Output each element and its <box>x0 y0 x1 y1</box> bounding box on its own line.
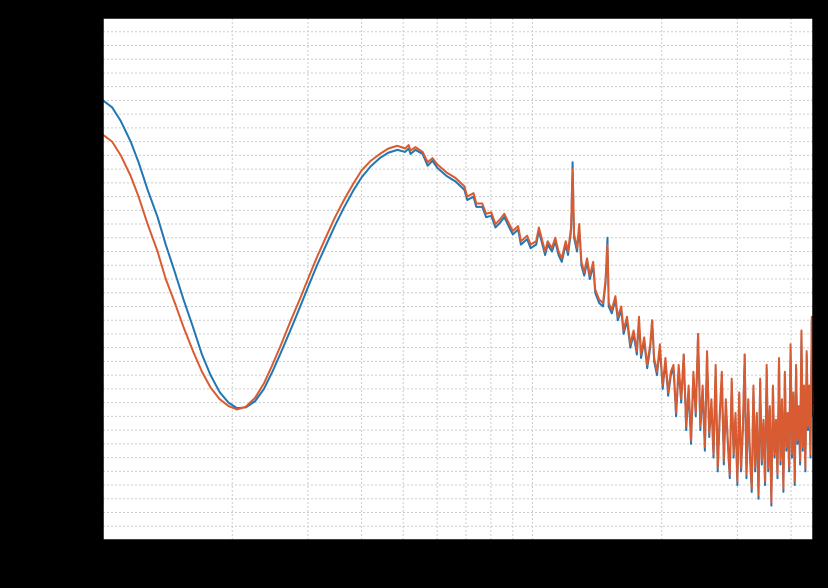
series-b <box>103 135 813 502</box>
chart-svg <box>91 6 825 552</box>
series-a <box>103 100 813 505</box>
line-chart <box>103 18 813 540</box>
